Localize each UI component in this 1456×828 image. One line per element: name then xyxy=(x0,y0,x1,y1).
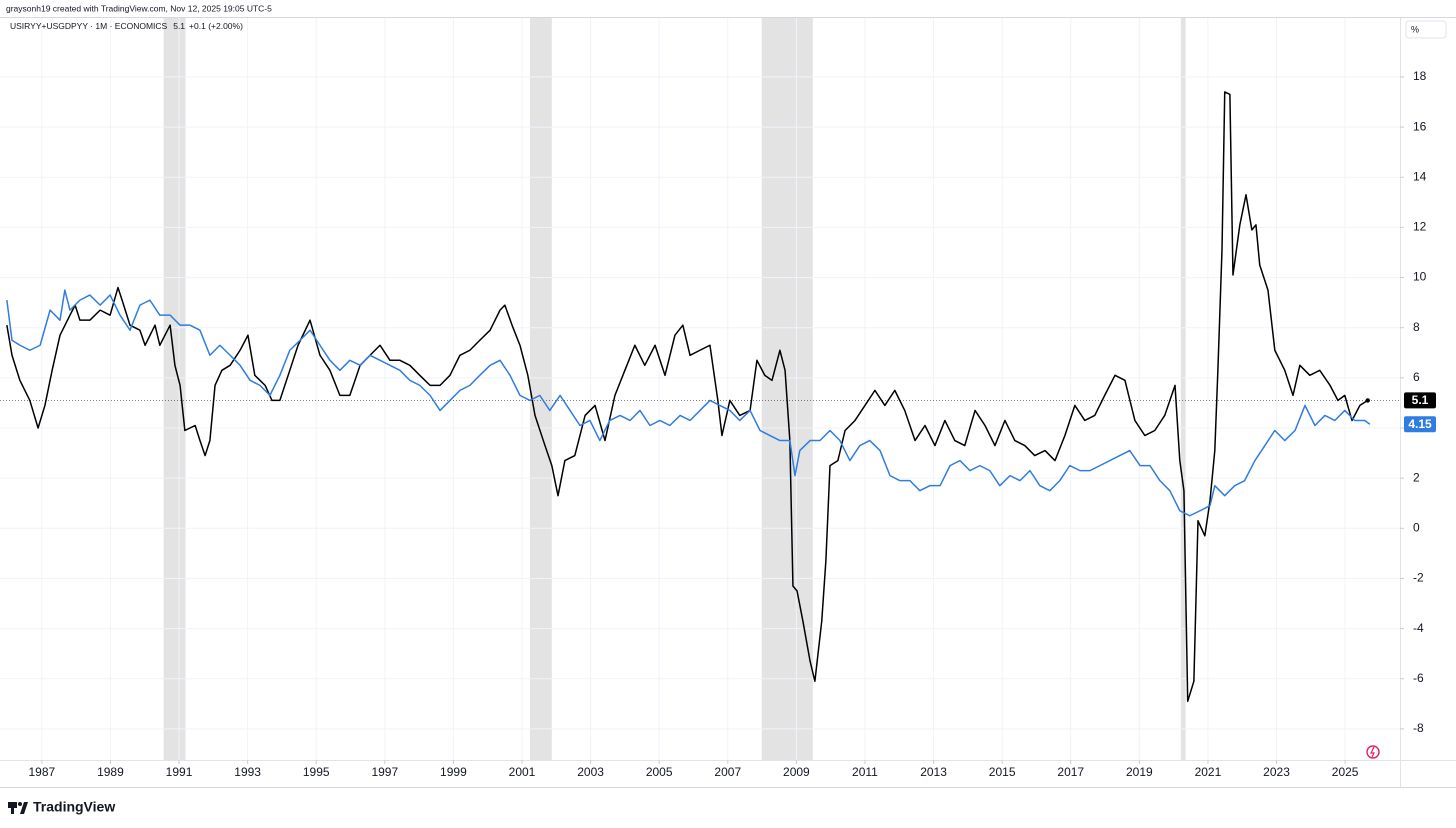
y-tick-label: -8 xyxy=(1413,721,1424,735)
x-tick-label: 1987 xyxy=(28,765,55,779)
y-tick-label: 8 xyxy=(1413,320,1420,334)
x-tick-label: 1993 xyxy=(234,765,261,779)
y-tick-label: 10 xyxy=(1413,270,1427,284)
brand-logo xyxy=(8,802,28,814)
y-tick-label: 0 xyxy=(1413,520,1420,534)
background-layer xyxy=(0,18,1400,760)
last-point xyxy=(1365,398,1370,403)
x-tick-label: 1991 xyxy=(166,765,193,779)
logo-part xyxy=(11,802,14,814)
legend-value: 5.1 xyxy=(173,21,185,31)
y-tick-label: -6 xyxy=(1413,671,1424,685)
last-value-box xyxy=(1404,416,1436,433)
y-tick-label: -2 xyxy=(1413,571,1424,585)
alert-icon-bolt xyxy=(1370,746,1375,758)
y-tick-label: 16 xyxy=(1413,119,1427,133)
x-tick-label: 2007 xyxy=(714,765,741,779)
recession-band xyxy=(761,18,813,760)
recession-band xyxy=(529,18,552,760)
y-tick-label: 6 xyxy=(1413,370,1420,384)
x-tick-label: 2019 xyxy=(1126,765,1153,779)
x-tick-label: 2025 xyxy=(1332,765,1359,779)
legend-change: +0.1 (+2.00%) xyxy=(189,21,243,31)
alert-icon[interactable] xyxy=(1366,745,1380,759)
y-tick-label: 18 xyxy=(1413,69,1427,83)
x-tick-label: 1995 xyxy=(303,765,330,779)
last-value-label: 4.15 xyxy=(1408,417,1432,431)
y-tick-label: 12 xyxy=(1413,220,1427,234)
last-value-label: 5.1 xyxy=(1412,393,1429,407)
y-tick-label: 2 xyxy=(1413,470,1420,484)
recession-band xyxy=(1180,18,1186,760)
unit-box[interactable] xyxy=(1405,20,1447,39)
unit-label: % xyxy=(1411,24,1419,34)
x-tick-label: 1999 xyxy=(440,765,467,779)
logo-part xyxy=(20,802,28,814)
header: graysonh19 created with TradingView.com,… xyxy=(6,3,272,13)
logo-part xyxy=(18,802,22,806)
x-tick-label: 2013 xyxy=(920,765,947,779)
x-tick-label: 2003 xyxy=(577,765,604,779)
legend: USIRYY+USGDPYY · 1M · ECONOMICS 5.1 +0.1 (… xyxy=(10,21,243,31)
legend-symbol: USIRYY+USGDPYY · 1M · ECONOMICS xyxy=(10,21,168,31)
last-value-box xyxy=(1404,392,1436,409)
x-tick-label: 2015 xyxy=(989,765,1016,779)
x-tick-label: 2021 xyxy=(1195,765,1222,779)
y-tick-label: 14 xyxy=(1413,169,1427,183)
x-tick-label: 1989 xyxy=(97,765,124,779)
x-tick-label: 2005 xyxy=(646,765,673,779)
x-tick-label: 1997 xyxy=(371,765,398,779)
series-line xyxy=(6,91,1369,703)
recession-band xyxy=(163,18,186,760)
label-layer: -8-6-4-202468101214161819871989199119931… xyxy=(28,69,1436,779)
x-tick-label: 2023 xyxy=(1263,765,1290,779)
brand: TradingView xyxy=(33,799,115,815)
x-tick-label: 2011 xyxy=(852,765,878,779)
series-line xyxy=(6,289,1371,517)
y-tick-label: -4 xyxy=(1413,621,1424,635)
series-layer xyxy=(6,91,1371,703)
x-tick-label: 2001 xyxy=(509,765,536,779)
x-tick-label: 2009 xyxy=(783,765,810,779)
x-tick-label: 2017 xyxy=(1057,765,1084,779)
